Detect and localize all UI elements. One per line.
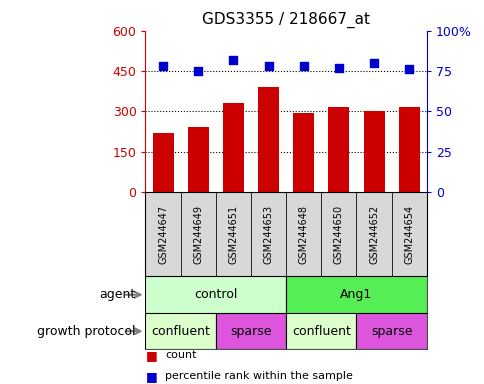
Bar [215, 192, 251, 276]
Text: GSM244649: GSM244649 [193, 205, 203, 264]
Bar [356, 313, 426, 349]
Bar [187, 127, 208, 192]
Text: ■: ■ [145, 349, 157, 362]
Text: confluent: confluent [291, 325, 350, 338]
Text: GSM244653: GSM244653 [263, 205, 273, 264]
Text: GSM244652: GSM244652 [368, 205, 378, 264]
Text: GSM244648: GSM244648 [298, 205, 308, 264]
Point [159, 63, 166, 69]
Text: growth protocol: growth protocol [37, 325, 136, 338]
Bar [145, 192, 180, 276]
Bar [215, 313, 286, 349]
Bar [391, 192, 426, 276]
Text: GSM244651: GSM244651 [228, 205, 238, 264]
Bar [356, 192, 391, 276]
Bar [398, 107, 419, 192]
Point [299, 63, 307, 69]
Bar [145, 313, 215, 349]
Title: GDS3355 / 218667_at: GDS3355 / 218667_at [202, 12, 369, 28]
Text: control: control [194, 288, 237, 301]
Point [405, 66, 412, 73]
Bar [180, 192, 215, 276]
Bar [363, 111, 384, 192]
Bar [320, 192, 356, 276]
Bar [286, 276, 426, 313]
Point [264, 63, 272, 69]
Text: GSM244654: GSM244654 [403, 205, 413, 264]
Text: agent: agent [99, 288, 136, 301]
Text: sparse: sparse [230, 325, 271, 338]
Text: count: count [165, 350, 196, 360]
Bar [286, 192, 320, 276]
Point [369, 60, 377, 66]
Bar [222, 103, 243, 192]
Point [334, 65, 342, 71]
Bar [328, 107, 348, 192]
Point [229, 57, 237, 63]
Bar [152, 133, 173, 192]
Bar [145, 276, 286, 313]
Text: ■: ■ [145, 370, 157, 383]
Text: Ang1: Ang1 [340, 288, 372, 301]
Text: GSM244647: GSM244647 [158, 205, 168, 264]
Bar [286, 313, 356, 349]
Bar [292, 113, 314, 192]
Point [194, 68, 202, 74]
Bar [251, 192, 286, 276]
Bar [257, 87, 279, 192]
Text: GSM244650: GSM244650 [333, 205, 343, 264]
Text: sparse: sparse [370, 325, 411, 338]
Text: percentile rank within the sample: percentile rank within the sample [165, 371, 352, 381]
Text: confluent: confluent [151, 325, 210, 338]
